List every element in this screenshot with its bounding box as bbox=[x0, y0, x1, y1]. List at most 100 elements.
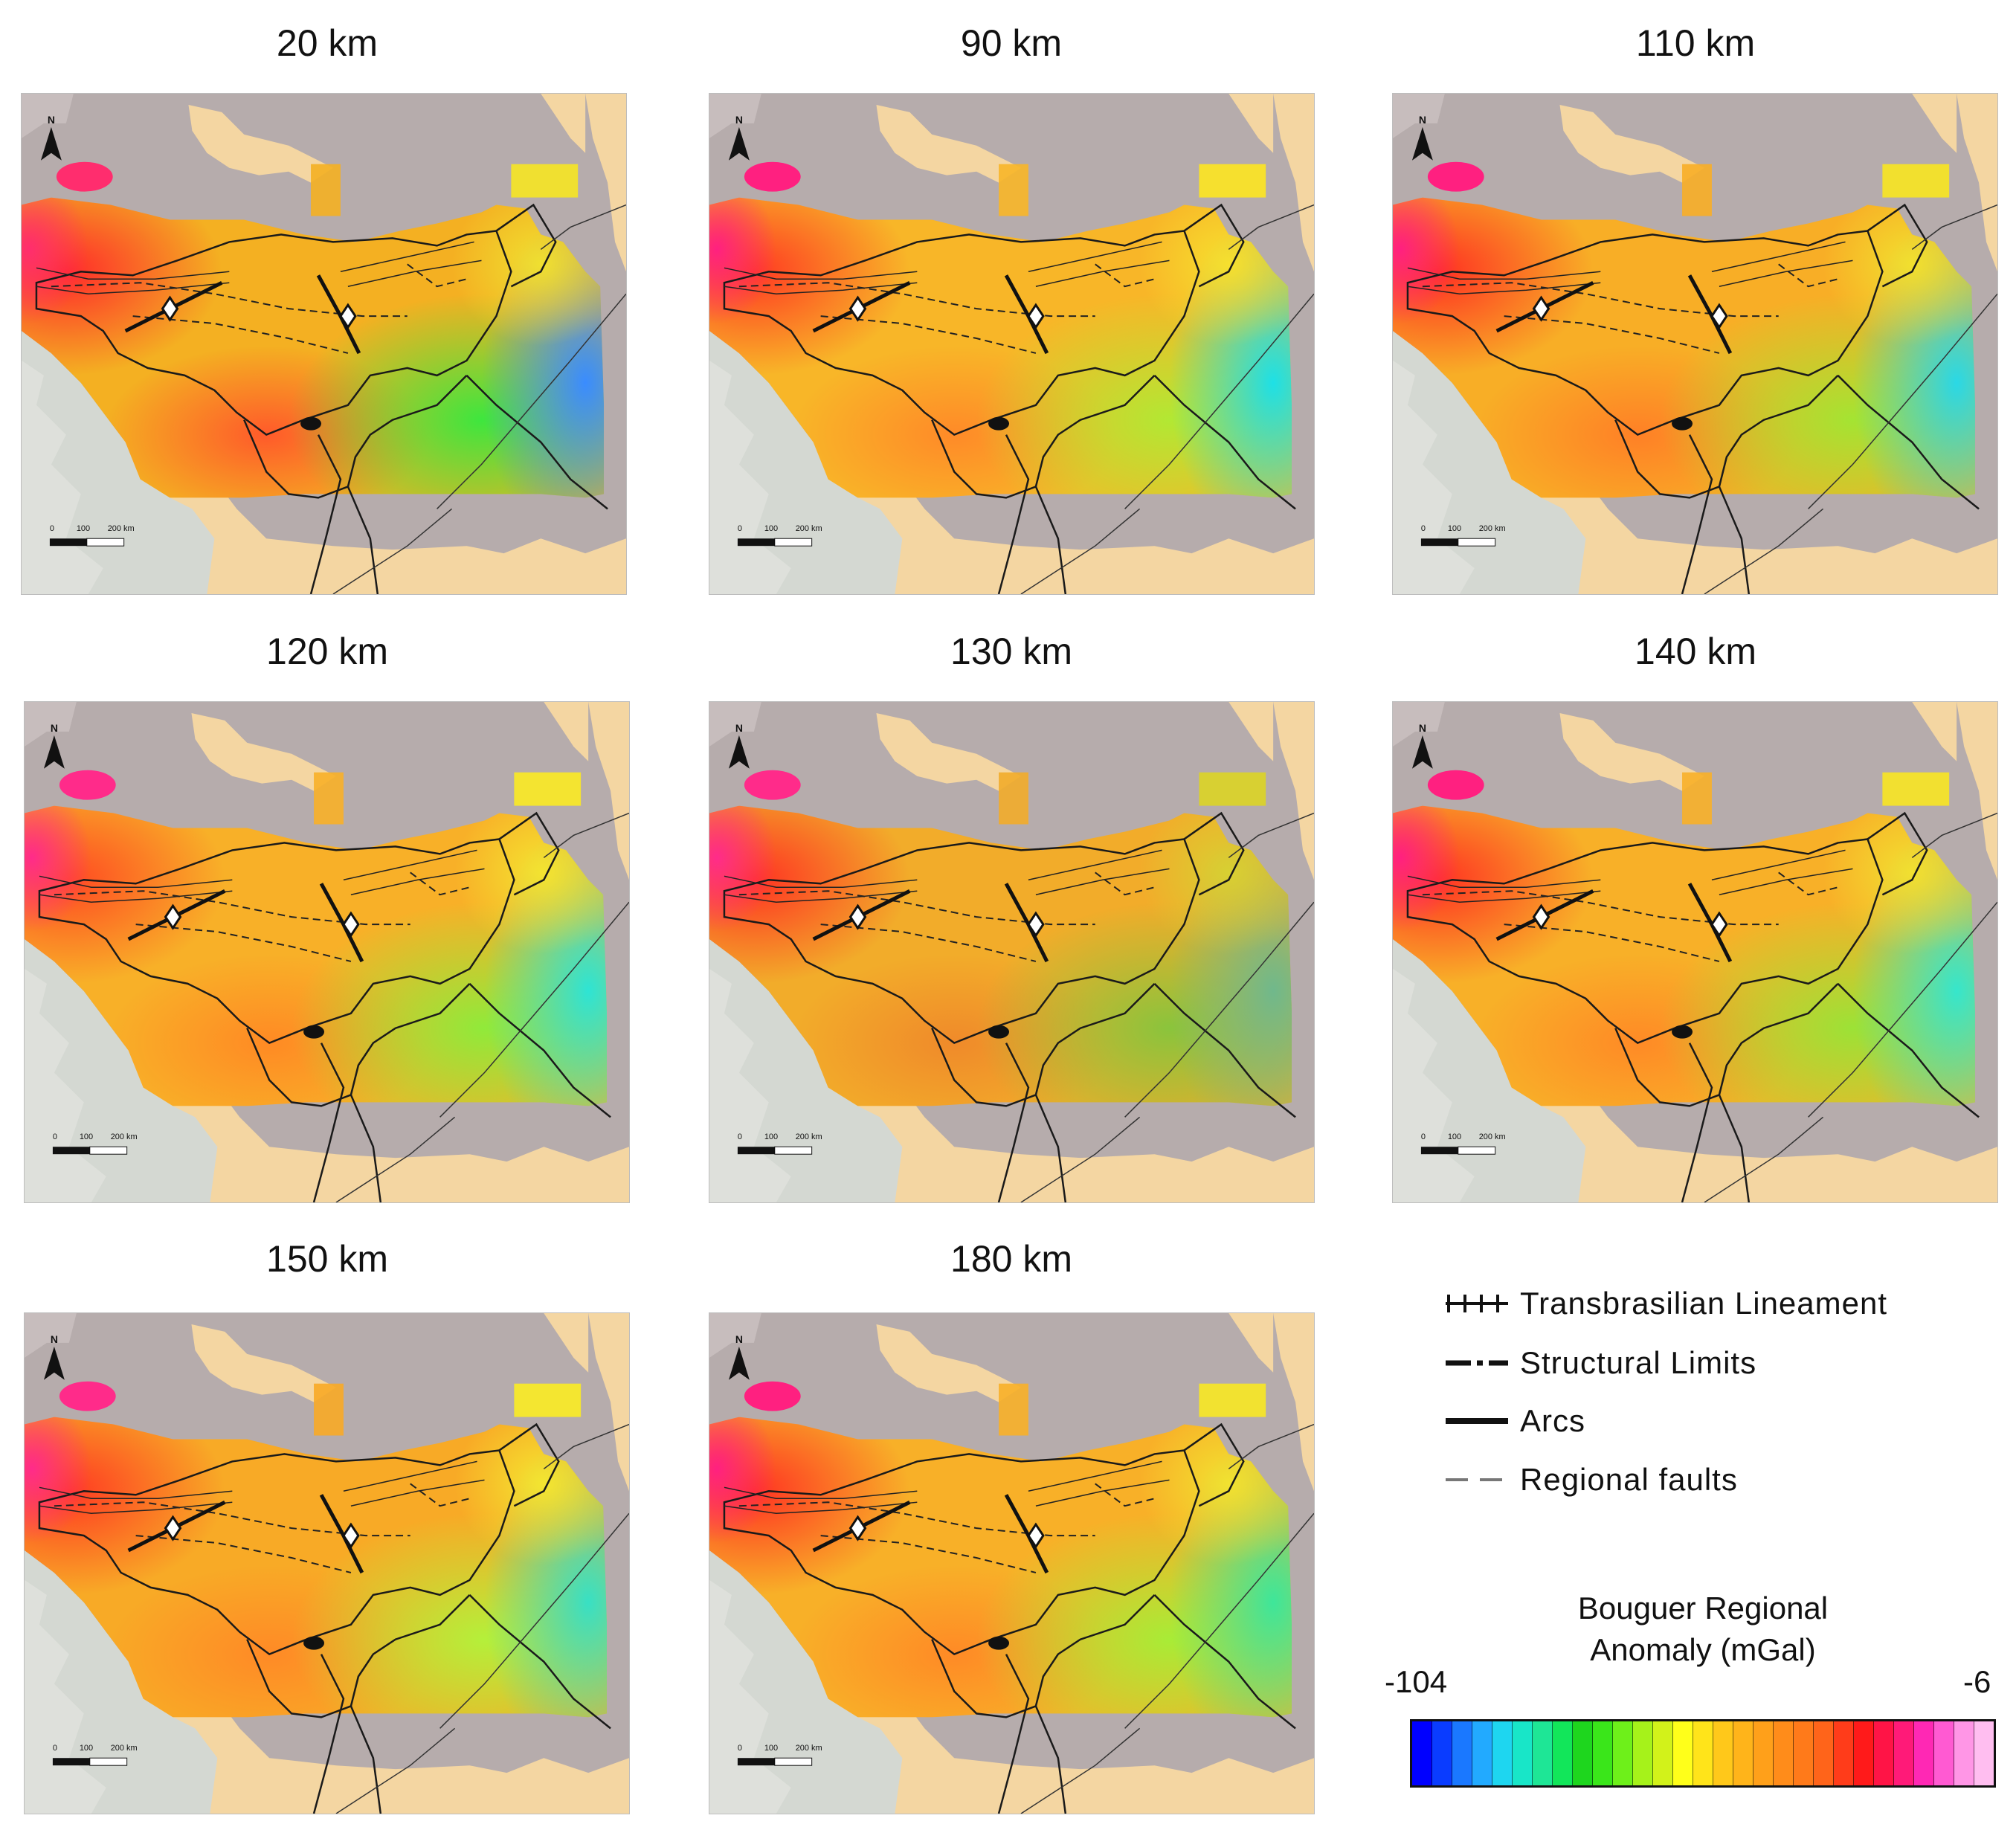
regional-faults bbox=[1704, 812, 1997, 1202]
scale-bar: 0 100 200 km bbox=[737, 524, 822, 547]
lake bbox=[988, 1025, 1010, 1039]
colorbar-cell bbox=[1472, 1721, 1492, 1785]
anomaly-patch bbox=[1199, 772, 1266, 806]
lineament-strip bbox=[1407, 849, 1853, 903]
svg-text:0: 0 bbox=[738, 524, 742, 533]
map-title-120km: 120 km bbox=[266, 631, 388, 672]
svg-text:200 km: 200 km bbox=[1479, 524, 1506, 533]
anomaly-map-20km: N 0 100 200 km bbox=[21, 93, 627, 595]
colorbar-min-label: -104 bbox=[1385, 1664, 1448, 1699]
colorbar-title-line2: Anomaly (mGal) bbox=[1590, 1632, 1816, 1667]
colorbar-cell bbox=[1653, 1721, 1673, 1785]
lineament-strip bbox=[36, 241, 482, 294]
arc-markers bbox=[164, 903, 360, 938]
arc-markers bbox=[1532, 903, 1728, 938]
anomaly-patch bbox=[1682, 772, 1712, 825]
anomaly-patch bbox=[999, 1383, 1028, 1436]
lineament-strip bbox=[724, 849, 1170, 903]
colorbar-cell bbox=[1774, 1721, 1794, 1785]
anomaly-patch bbox=[514, 1383, 582, 1417]
satellite-land bbox=[1393, 360, 1475, 594]
anomaly-patch bbox=[744, 770, 801, 800]
land-area bbox=[22, 94, 74, 138]
legend-label: Transbrasilian Lineament bbox=[1520, 1286, 1888, 1321]
svg-text:N: N bbox=[735, 1333, 743, 1345]
anomaly-patch bbox=[514, 772, 582, 806]
anomaly-patch bbox=[59, 1381, 116, 1411]
land-area bbox=[544, 702, 589, 761]
anomaly-field bbox=[25, 805, 608, 1106]
anomaly-map-150km: N 0 100 200 km bbox=[24, 1312, 630, 1814]
map-title-140km: 140 km bbox=[1635, 631, 1756, 672]
anomaly-patch bbox=[999, 772, 1028, 825]
colorbar-cell bbox=[1914, 1721, 1934, 1785]
satellite-land bbox=[22, 331, 215, 594]
land-area bbox=[188, 104, 333, 183]
colorbar-cell bbox=[1693, 1721, 1713, 1785]
svg-text:0: 0 bbox=[50, 524, 54, 533]
map-title-180km: 180 km bbox=[950, 1238, 1072, 1280]
land-area bbox=[1393, 702, 1445, 747]
svg-text:0: 0 bbox=[738, 1132, 742, 1141]
colorbar-cell bbox=[1753, 1721, 1774, 1785]
regional-faults bbox=[1020, 812, 1314, 1202]
svg-text:200 km: 200 km bbox=[796, 1132, 822, 1141]
north-arrow-icon: N bbox=[43, 722, 65, 769]
land-area bbox=[876, 712, 1021, 791]
svg-text:100: 100 bbox=[764, 1132, 778, 1141]
satellite-land bbox=[25, 968, 106, 1202]
colorbar-cell bbox=[1974, 1721, 1994, 1785]
anomaly-map-140km: N 0 100 200 km bbox=[1392, 701, 1998, 1203]
land-area bbox=[191, 712, 336, 791]
colorbar-cell bbox=[1854, 1721, 1874, 1785]
svg-text:100: 100 bbox=[80, 1744, 93, 1753]
map-title-110km: 110 km bbox=[1635, 22, 1756, 64]
satellite-land bbox=[25, 939, 218, 1202]
basin-boundaries bbox=[1406, 811, 1980, 1202]
land-area bbox=[541, 94, 586, 153]
regional-faults bbox=[1704, 204, 1997, 594]
svg-text:100: 100 bbox=[1448, 1132, 1461, 1141]
land-area bbox=[709, 1313, 761, 1358]
svg-text:200 km: 200 km bbox=[796, 524, 822, 533]
land-area bbox=[191, 1324, 336, 1402]
svg-text:N: N bbox=[1419, 114, 1426, 126]
regional-faults bbox=[1020, 1423, 1314, 1814]
svg-text:100: 100 bbox=[77, 524, 90, 533]
anomaly-patch bbox=[311, 164, 341, 216]
basin-boundaries bbox=[723, 1422, 1296, 1814]
regional-faults bbox=[335, 812, 629, 1202]
svg-text:0: 0 bbox=[738, 1744, 742, 1753]
svg-text:200 km: 200 km bbox=[108, 524, 135, 533]
anomaly-map-180km: N 0 100 200 km bbox=[709, 1312, 1315, 1814]
lake bbox=[303, 1025, 325, 1039]
arc-markers bbox=[164, 1515, 360, 1549]
colorbar-cell bbox=[1874, 1721, 1894, 1785]
land-area bbox=[1559, 712, 1704, 791]
anomaly-field bbox=[709, 805, 1292, 1106]
colorbar-cell bbox=[1733, 1721, 1753, 1785]
land-area bbox=[709, 702, 761, 747]
svg-text:0: 0 bbox=[53, 1744, 57, 1753]
anomaly-patch bbox=[1427, 770, 1484, 800]
basin-boundaries bbox=[723, 203, 1296, 594]
colorbar-cell bbox=[1794, 1721, 1814, 1785]
anomaly-patch bbox=[1882, 164, 1950, 198]
satellite-land bbox=[1393, 939, 1586, 1202]
legend-label: Structural Limits bbox=[1520, 1345, 1757, 1380]
land-area bbox=[1228, 94, 1274, 153]
basin-boundaries bbox=[38, 1422, 611, 1814]
svg-text:N: N bbox=[51, 722, 58, 734]
colorbar-cell bbox=[1633, 1721, 1653, 1785]
basin-boundaries bbox=[38, 811, 611, 1202]
land-area bbox=[544, 1313, 589, 1373]
svg-text:0: 0 bbox=[1421, 1132, 1426, 1141]
arcs-symbol bbox=[1446, 1418, 1508, 1424]
map-title-130km: 130 km bbox=[950, 631, 1072, 672]
scale-bar: 0 100 200 km bbox=[1420, 1132, 1506, 1155]
anomaly-map-90km: N 0 100 200 km bbox=[709, 93, 1315, 595]
lake bbox=[303, 1636, 325, 1650]
legend-structural-limits: Structural Limits bbox=[1443, 1342, 1756, 1384]
anomaly-patch bbox=[314, 1383, 344, 1436]
svg-text:100: 100 bbox=[764, 1744, 778, 1753]
